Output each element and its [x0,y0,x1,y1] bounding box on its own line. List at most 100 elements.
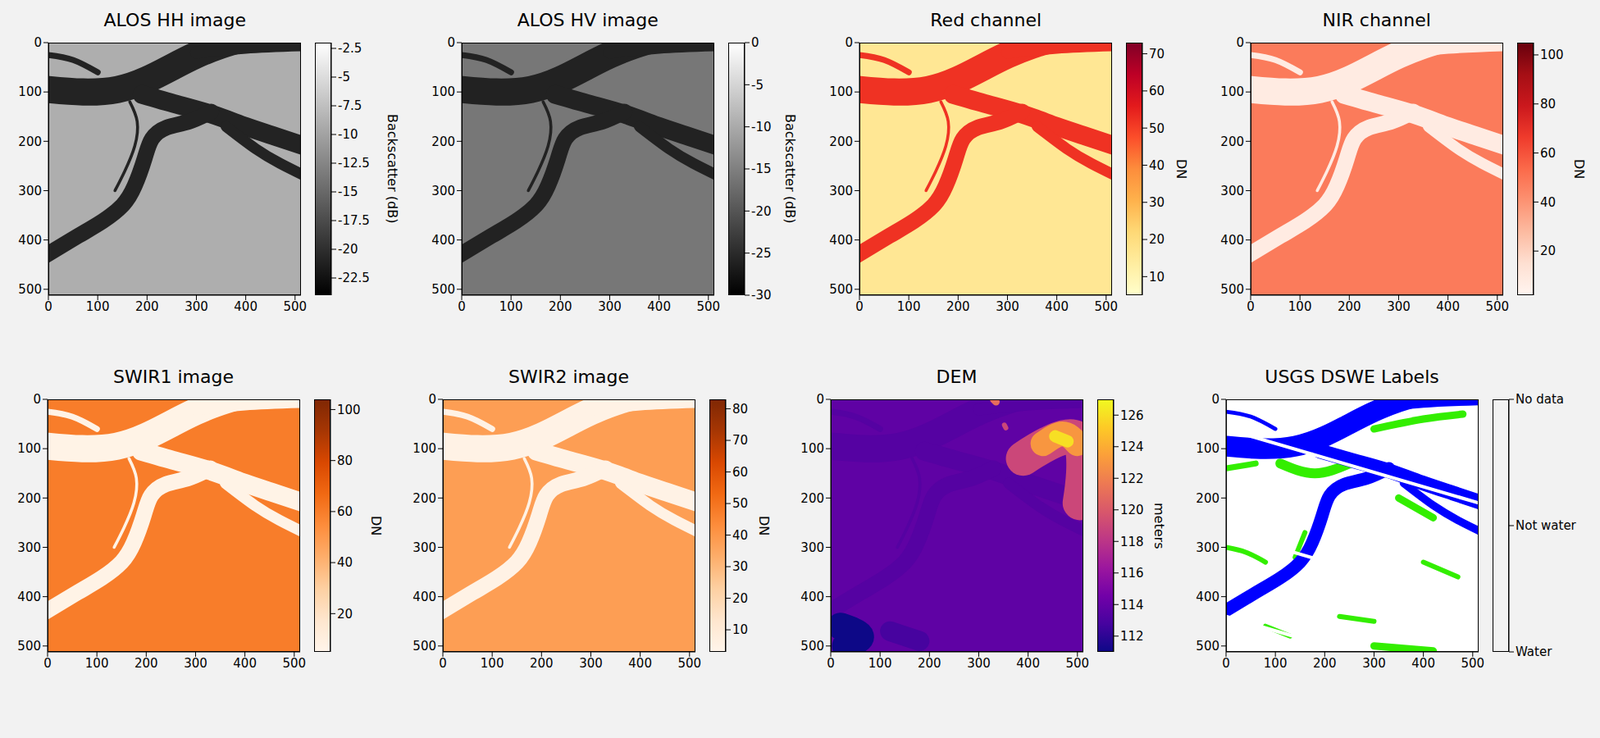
svg-text:500: 500 [431,282,456,297]
svg-text:400: 400 [647,299,671,315]
svg-text:-15: -15 [337,184,359,200]
svg-text:400: 400 [234,299,259,315]
svg-text:-5: -5 [751,77,764,93]
svg-text:300: 300 [1386,299,1411,315]
svg-text:200: 200 [135,299,160,315]
svg-text:0: 0 [43,656,52,671]
svg-text:-15: -15 [751,161,772,177]
svg-text:200: 200 [431,134,456,150]
svg-text:60: 60 [337,504,353,520]
svg-text:0: 0 [826,656,835,671]
svg-text:200: 200 [17,491,42,506]
svg-text:40: 40 [732,528,748,543]
svg-text:400: 400 [800,589,825,605]
svg-text:118: 118 [1120,534,1145,550]
svg-text:400: 400 [1411,656,1436,671]
svg-text:500: 500 [412,638,437,654]
svg-text:300: 300 [829,183,854,199]
svg-text:Not water: Not water [1515,518,1578,534]
svg-text:500: 500 [1220,282,1245,297]
svg-text:60: 60 [1540,145,1556,161]
svg-text:100: 100 [431,84,456,100]
svg-text:300: 300 [800,540,825,556]
svg-text:400: 400 [1195,589,1220,605]
svg-text:-20: -20 [337,241,359,257]
svg-text:500: 500 [800,638,825,654]
svg-text:300: 300 [184,299,209,315]
svg-text:0: 0 [1221,656,1231,671]
svg-text:100: 100 [1540,47,1564,63]
svg-text:200: 200 [412,491,437,506]
svg-text:0: 0 [1211,392,1220,407]
svg-text:20: 20 [732,591,748,607]
svg-text:100: 100 [897,299,921,315]
svg-text:124: 124 [1120,439,1145,455]
svg-text:0: 0 [1235,35,1245,51]
svg-text:100: 100 [84,656,109,671]
svg-text:200: 200 [18,134,43,150]
svg-text:500: 500 [283,299,308,315]
svg-text:0: 0 [457,299,466,315]
svg-text:400: 400 [431,232,456,248]
svg-text:400: 400 [412,589,437,605]
svg-text:100: 100 [829,84,854,100]
svg-text:300: 300 [1195,540,1220,556]
svg-text:400: 400 [628,656,652,671]
svg-text:114: 114 [1120,597,1145,613]
svg-text:500: 500 [829,282,854,297]
svg-text:400: 400 [1016,656,1040,671]
svg-text:500: 500 [696,299,721,315]
svg-text:300: 300 [597,299,622,315]
svg-text:40: 40 [1148,158,1165,174]
svg-text:80: 80 [337,453,353,469]
svg-text:50: 50 [1148,121,1165,137]
svg-text:-10: -10 [751,119,772,135]
svg-text:0: 0 [845,35,854,51]
svg-text:100: 100 [337,402,361,418]
svg-text:10: 10 [1148,269,1165,285]
svg-text:200: 200 [1312,656,1336,671]
svg-text:60: 60 [732,464,748,480]
svg-text:120: 120 [1120,502,1145,518]
svg-text:-10: -10 [337,127,359,142]
svg-text:500: 500 [1094,299,1119,315]
svg-text:100: 100 [17,441,42,456]
svg-text:-25: -25 [751,246,772,261]
svg-text:200: 200 [1220,134,1245,150]
svg-text:300: 300 [1362,656,1386,671]
svg-text:300: 300 [995,299,1020,315]
svg-text:100: 100 [18,84,43,100]
svg-text:400: 400 [1435,299,1460,315]
svg-text:100: 100 [1288,299,1313,315]
svg-text:70: 70 [1148,46,1165,62]
svg-text:70: 70 [732,433,748,448]
svg-text:126: 126 [1120,408,1145,424]
svg-text:300: 300 [17,540,42,556]
svg-text:500: 500 [17,638,42,654]
svg-text:100: 100 [867,656,892,671]
svg-text:200: 200 [528,656,553,671]
svg-text:400: 400 [1045,299,1070,315]
svg-text:40: 40 [1540,195,1556,210]
svg-text:0: 0 [1246,299,1255,315]
svg-text:500: 500 [1485,299,1509,315]
svg-text:20: 20 [337,606,353,622]
svg-text:100: 100 [479,656,504,671]
svg-text:-7.5: -7.5 [337,98,362,114]
svg-text:60: 60 [1148,83,1165,99]
svg-text:500: 500 [1460,656,1485,671]
svg-text:-17.5: -17.5 [337,213,370,228]
svg-text:50: 50 [732,496,748,511]
svg-text:100: 100 [1262,656,1287,671]
svg-text:0: 0 [44,299,53,315]
svg-text:0: 0 [428,392,437,407]
svg-text:112: 112 [1120,629,1145,644]
svg-text:-5: -5 [337,69,351,85]
svg-text:500: 500 [1065,656,1090,671]
svg-text:300: 300 [183,656,208,671]
svg-text:500: 500 [1195,638,1220,654]
svg-text:-2.5: -2.5 [337,41,362,56]
svg-text:200: 200 [548,299,573,315]
svg-text:100: 100 [1220,84,1245,100]
svg-text:0: 0 [855,299,864,315]
